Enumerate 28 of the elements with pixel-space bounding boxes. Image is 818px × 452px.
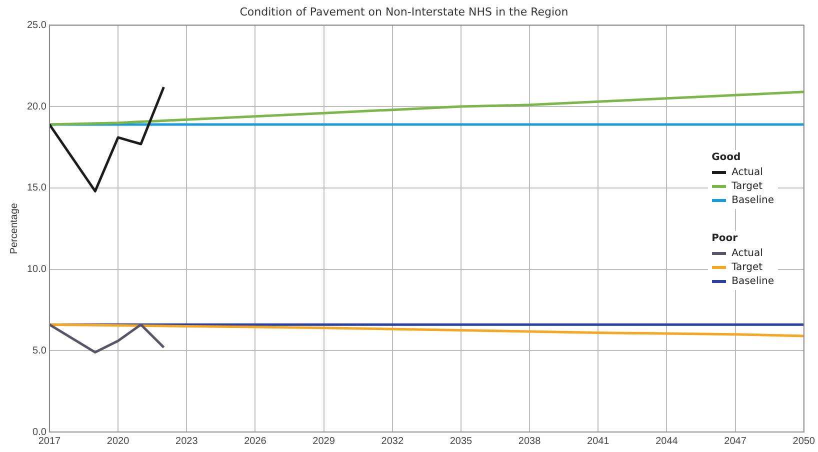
x-tick-label: 2047 xyxy=(724,436,747,447)
y-tick-label: 15.0 xyxy=(26,182,47,194)
x-tick-label: 2017 xyxy=(38,436,62,447)
x-tick-label: 2029 xyxy=(312,436,336,447)
y-tick-label: 0.0 xyxy=(32,426,47,438)
legend-label: Target xyxy=(732,262,763,272)
y-tick-label: 10.0 xyxy=(26,264,47,276)
legend-label: Actual xyxy=(732,248,763,258)
x-tick-label: 2041 xyxy=(587,436,610,447)
x-tick-label: 2032 xyxy=(381,436,404,447)
text: Good xyxy=(712,152,741,163)
legend-label: Baseline xyxy=(732,194,774,206)
x-tick-label: 2026 xyxy=(244,436,267,447)
x-tick-label: 2044 xyxy=(656,436,678,447)
x-tick-label: 2038 xyxy=(518,436,542,447)
legend-label: Baseline xyxy=(732,276,774,286)
x-tick-label: 2023 xyxy=(176,436,198,447)
x-tick-label: 2050 xyxy=(792,436,816,447)
legend-label: Actual xyxy=(732,166,763,178)
y-tick-label: 25.0 xyxy=(26,20,47,31)
text: Poor xyxy=(712,233,738,244)
x-tick-label: 2035 xyxy=(450,436,473,447)
chart-title: Condition of Pavement on Non-Interstate NHS in the Region xyxy=(240,5,568,18)
y-tick-label: 5.0 xyxy=(32,345,47,356)
y-axis-title: Percentage xyxy=(8,202,20,254)
legend-label: Target xyxy=(732,180,763,192)
x-tick-label: 2020 xyxy=(106,436,130,447)
y-tick-label: 20.0 xyxy=(26,101,47,112)
